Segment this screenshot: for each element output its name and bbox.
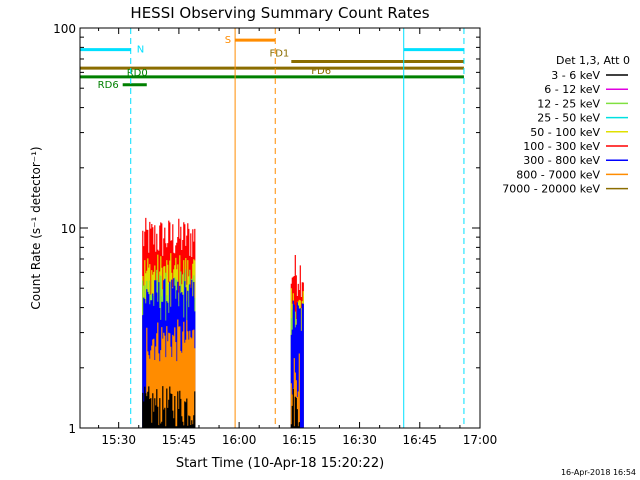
legend-header: Det 1,3, Att 0 — [556, 54, 630, 67]
flag-label-fd6: FD6 — [311, 66, 331, 77]
y-tick-label: 10 — [61, 222, 76, 236]
x-tick-label: 15:30 — [101, 433, 136, 447]
y-tick-label: 100 — [53, 22, 76, 36]
x-axis-label: Start Time (10-Apr-18 15:20:22) — [176, 456, 384, 471]
legend-entry-label: 7000 - 20000 keV — [502, 183, 600, 196]
series-800-7000kev — [146, 319, 196, 428]
flag-label-n: N — [137, 45, 144, 56]
x-tick-label: 16:15 — [282, 433, 317, 447]
legend-entry-label: 6 - 12 keV — [544, 83, 600, 96]
flags-layer: N S FD1 FD6 RD0 RD6 — [80, 35, 464, 91]
x-tick-label: 15:45 — [162, 433, 197, 447]
series-3-6kev — [142, 386, 196, 428]
x-tick-label: 16:30 — [342, 433, 377, 447]
flag-label-s: S — [225, 35, 231, 46]
flag-label-rd0: RD0 — [127, 68, 148, 79]
y-ticks-layer: 1 10 100 — [53, 22, 480, 436]
y-axis-label: Count Rate (s⁻¹ detector⁻¹) — [29, 146, 43, 309]
flag-label-fd1: FD1 — [269, 48, 289, 59]
chart-title: HESSI Observing Summary Count Rates — [130, 4, 429, 22]
x-tick-label: 17:00 — [463, 433, 498, 447]
legend-entry-label: 100 - 300 keV — [523, 140, 600, 153]
x-ticks-layer: 15:30 15:45 16:00 16:15 16:30 16:45 17:00 — [98, 28, 498, 447]
y-tick-label: 1 — [68, 422, 76, 436]
timestamp: 16-Apr-2018 16:54 — [561, 468, 636, 477]
legend-entry-label: 25 - 50 keV — [537, 112, 600, 125]
x-tick-label: 16:00 — [222, 433, 257, 447]
x-tick-label: 16:45 — [402, 433, 437, 447]
legend-entry-label: 50 - 100 keV — [530, 126, 600, 139]
legend-entry-label: 300 - 800 keV — [523, 154, 600, 167]
legend-entry-label: 12 - 25 keV — [537, 97, 600, 110]
legend-entry-label: 800 - 7000 keV — [516, 168, 600, 181]
legend-entry-label: 3 - 6 keV — [551, 69, 600, 82]
flag-label-rd6: RD6 — [98, 80, 119, 91]
